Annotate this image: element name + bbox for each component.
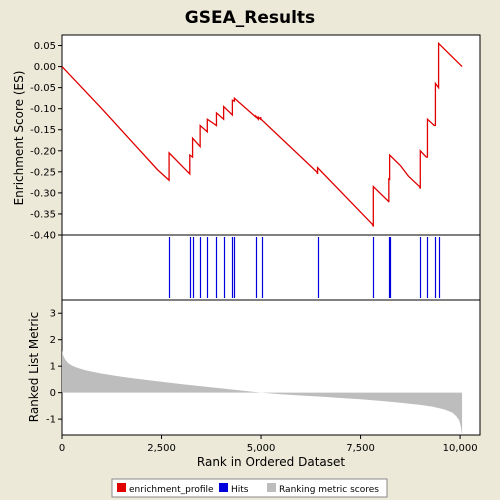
legend-swatch-ranking: [267, 483, 276, 492]
x-tick-label: 10,000: [443, 443, 478, 454]
legend-swatch-hits: [219, 483, 228, 492]
ranked-y-tick-label: 1: [50, 362, 56, 373]
es-y-tick-label: -0.10: [30, 104, 56, 115]
ranked-metric-area: [62, 350, 463, 435]
x-tick-label: 5,000: [247, 443, 276, 454]
es-y-tick-label: -0.20: [30, 146, 56, 157]
es-y-tick-label: -0.15: [30, 125, 56, 136]
es-y-tick-label: -0.30: [30, 188, 56, 199]
axes: 0 2,500 5,000 7,500 10,000 0.05 0.00 -0.05 -0.10…: [30, 41, 477, 454]
x-tick-label: 7,500: [346, 443, 375, 454]
ranked-y-tick-label: 0: [50, 388, 56, 399]
es-y-tick-label: 0.05: [34, 41, 56, 52]
x-tick-label: 2,500: [147, 443, 176, 454]
es-axis-label: Enrichment Score (ES): [12, 71, 26, 206]
legend: enrichment_profile Hits Ranking metric s…: [111, 478, 388, 498]
chart-title: GSEA_Results: [185, 8, 315, 28]
legend-label-ranking: Ranking metric scores: [279, 485, 379, 495]
ranked-y-tick-label: 2: [50, 335, 56, 346]
ranked-y-tick-label: -1: [46, 415, 56, 426]
es-y-tick-label: -0.05: [30, 83, 56, 94]
enrichment-profile-series: [61, 41, 463, 227]
es-y-tick-label: -0.25: [30, 167, 56, 178]
es-y-tick-label: -0.35: [30, 209, 56, 220]
x-tick-label: 0: [59, 443, 65, 454]
legend-label-enrichment: enrichment_profile: [129, 485, 214, 495]
x-axis-label: Rank in Ordered Dataset: [197, 455, 345, 469]
es-y-tick-label: -0.40: [30, 231, 56, 242]
legend-box: [111, 478, 388, 498]
legend-swatch-enrichment: [117, 483, 126, 492]
ranked-axis-label: Ranked List Metric: [27, 312, 41, 422]
ranked-metric-fill: [62, 350, 463, 435]
ranked-y-tick-label: 3: [50, 309, 56, 320]
es-y-tick-label: 0.00: [34, 62, 56, 73]
legend-label-hits: Hits: [231, 485, 249, 495]
enrichment-profile-line: [61, 41, 463, 227]
hit-markers: [168, 237, 441, 298]
